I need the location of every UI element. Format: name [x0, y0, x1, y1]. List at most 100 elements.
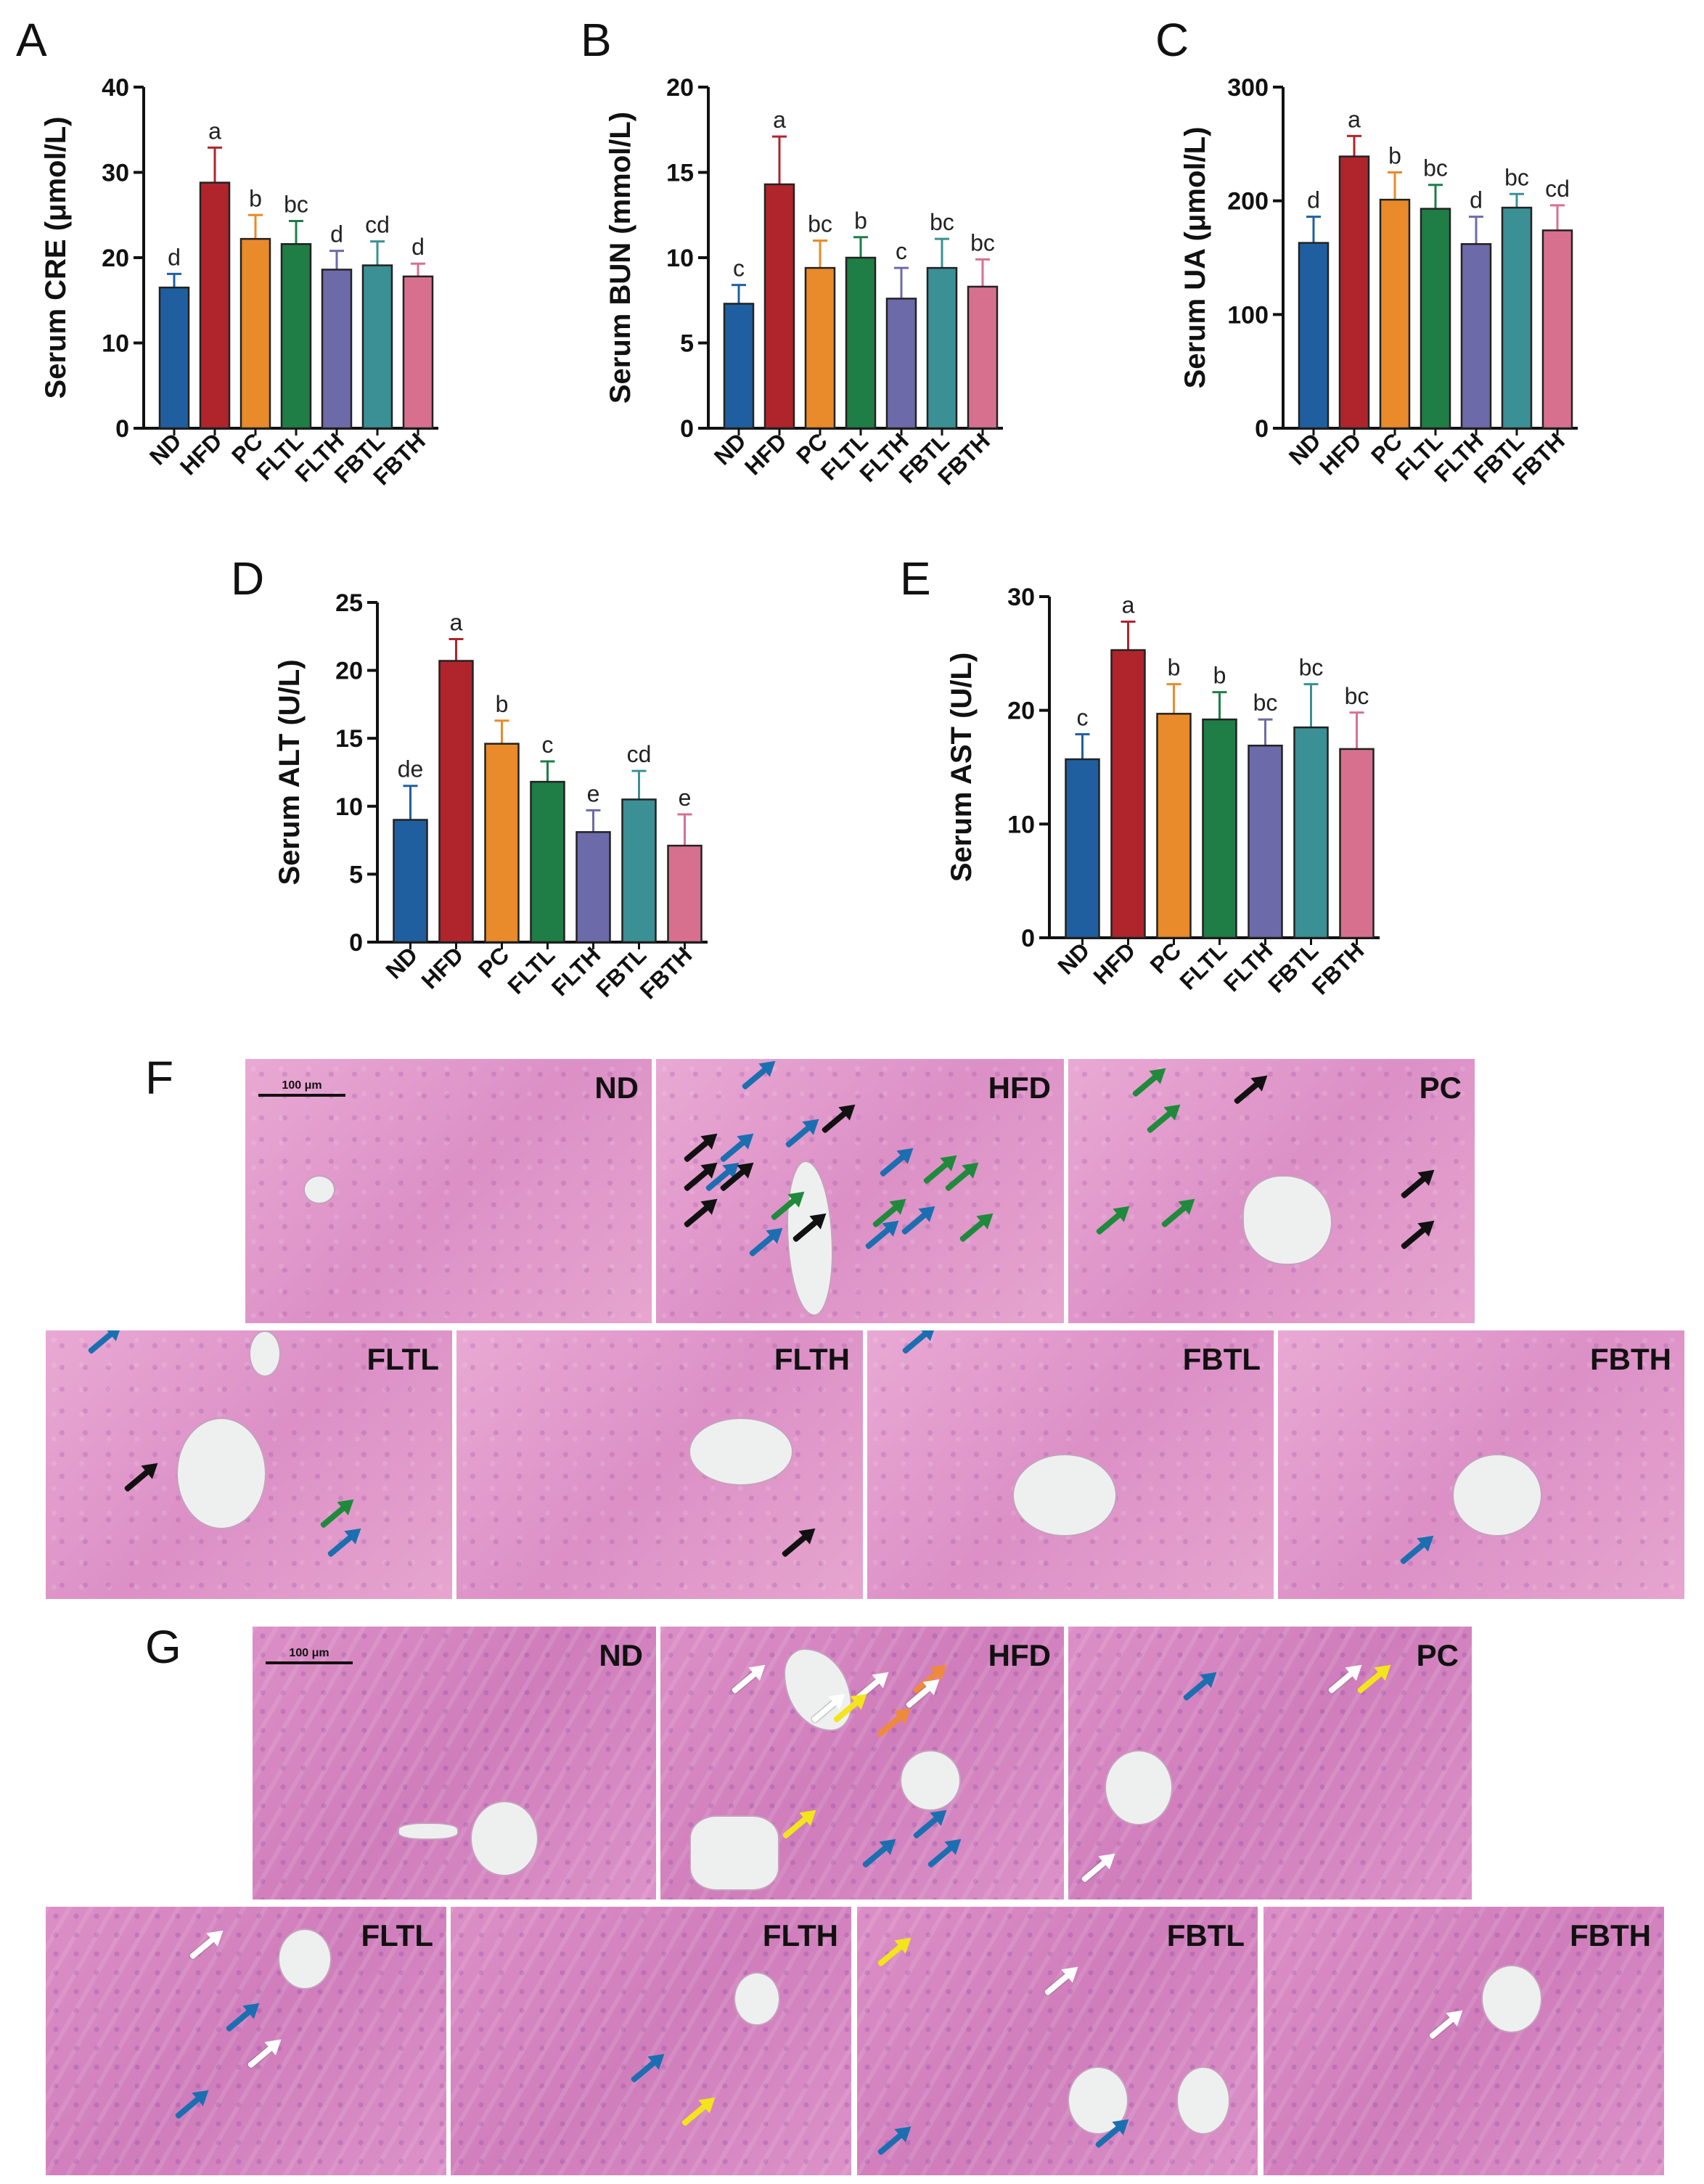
- chart-1-xtick-label-HFD: HFD: [740, 428, 792, 480]
- chart-3-bar-FLTH: [575, 831, 611, 944]
- chart-2-letter-PC: b: [1388, 143, 1401, 169]
- kidney-lumen: [398, 1823, 459, 1840]
- panel-letter-b: B: [581, 14, 612, 66]
- chart-0-ytick-label-4: 40: [102, 74, 129, 102]
- chart-2-bar-FBTL: [1501, 206, 1533, 430]
- chart-4-bar-FBTH: [1339, 748, 1375, 939]
- chart-3-letter-ND: de: [398, 756, 424, 782]
- chart-4-bar-PC: [1156, 713, 1192, 939]
- chart-0-bar-FLTH: [321, 269, 353, 430]
- chart-1-letter-FBTL: bc: [930, 209, 954, 235]
- chart-0-ylabel: Serum CRE (μmol/L): [40, 117, 72, 399]
- kidney-tile-label: FLTL: [361, 1918, 433, 1952]
- chart-3-ytick-label-4: 20: [335, 658, 363, 685]
- liver-lumen: [1012, 1454, 1117, 1537]
- chart-3-xtick-label-HFD: HFD: [416, 941, 468, 994]
- liver-tile-pc: PC: [1068, 1058, 1475, 1324]
- chart-4-letter-ND: c: [1077, 705, 1089, 731]
- chart-3-bar-PC: [484, 743, 520, 944]
- chart-0-ytick-label-1: 10: [102, 330, 129, 358]
- kidney-tile-pc: PC: [1068, 1626, 1472, 1900]
- chart-4-ytick-label-3: 30: [1007, 584, 1035, 611]
- kidney-lumen: [1176, 2066, 1230, 2135]
- kidney-tile-label: ND: [599, 1638, 643, 1672]
- panel-letter-a: A: [16, 14, 47, 66]
- chart-0-letter-HFD: a: [208, 118, 221, 144]
- chart-3-ytick-label-5: 25: [335, 589, 363, 617]
- chart-2-bar-FLTH: [1460, 242, 1492, 430]
- scale-bar-label: 100 μm: [289, 1647, 329, 1659]
- chart-3-xtick-label-FLTH: FLTH: [546, 941, 606, 1001]
- chart-4-xtick-label-FLTH: FLTH: [1218, 937, 1278, 997]
- chart-0-bar-FBTH: [402, 275, 434, 430]
- chart-4-xtick-label-FBTH: FBTH: [1307, 937, 1369, 999]
- chart-4-xtick-label-FLTL: FLTL: [1174, 937, 1232, 994]
- chart-2-letter-FLTL: bc: [1423, 155, 1448, 181]
- chart-4-letter-FBTL: bc: [1299, 655, 1324, 681]
- kidney-tile-flth: FLTH: [450, 1906, 852, 2176]
- chart-0-letter-PC: b: [249, 185, 262, 211]
- liver-tile-label: FLTH: [774, 1342, 850, 1376]
- chart-4-letter-FBTH: bc: [1345, 683, 1369, 709]
- chart-2-xtick-label-HFD: HFD: [1314, 428, 1367, 480]
- liver-lumen: [1242, 1175, 1332, 1265]
- panel-letter-c: C: [1155, 14, 1189, 66]
- chart-3-ylabel: Serum ALT (U/L): [274, 659, 306, 885]
- chart-0-letter-ND: d: [168, 244, 181, 270]
- chart-4-ylabel: Serum AST (U/L): [946, 653, 978, 882]
- liver-tile-flth: FLTH: [456, 1330, 864, 1600]
- chart-1-ytick-label-1: 5: [680, 330, 694, 358]
- chart-3-ytick-label-0: 0: [349, 929, 363, 957]
- scale-bar: 100 μm: [258, 1079, 345, 1097]
- chart-3-bar-HFD: [438, 660, 474, 944]
- kidney-tile-label: FBTL: [1166, 1918, 1245, 1952]
- kidney-lumen: [1068, 2066, 1129, 2135]
- chart-4-bar-FLTL: [1202, 718, 1237, 939]
- liver-tile-fbtl: FBTL: [867, 1330, 1274, 1600]
- panel-letter-e: E: [900, 552, 931, 605]
- chart-2-ytick-label-2: 200: [1227, 188, 1269, 216]
- chart-0-letter-FBTH: d: [411, 234, 425, 260]
- liver-tile-label: FLTL: [366, 1342, 439, 1376]
- chart-1-bar-FLTH: [885, 298, 917, 430]
- chart-1-letter-HFD: a: [773, 107, 786, 133]
- kidney-tile-fbtl: FBTL: [856, 1906, 1258, 2176]
- chart-2-bar-ND: [1298, 242, 1330, 430]
- chart-4-ytick-label-1: 10: [1007, 811, 1035, 838]
- chart-2-letter-FBTH: cd: [1545, 176, 1570, 202]
- chart-1-letter-FLTL: b: [854, 208, 867, 234]
- chart-2-letter-HFD: a: [1348, 106, 1361, 132]
- chart-1-bar-PC: [804, 266, 836, 430]
- kidney-tile-hfd: HFD: [660, 1626, 1065, 1900]
- chart-1-bar-FLTL: [845, 256, 877, 430]
- liver-lumen: [303, 1175, 335, 1204]
- chart-3-letter-FBTL: cd: [627, 741, 652, 767]
- chart-1-letter-ND: c: [733, 255, 745, 282]
- kidney-lumen: [900, 1750, 961, 1811]
- chart-4-ytick-label-2: 20: [1007, 698, 1035, 725]
- kidney-tile-label: HFD: [988, 1638, 1051, 1672]
- panel-letter-f: F: [145, 1052, 174, 1104]
- kidney-lumen: [470, 1801, 538, 1876]
- chart-2-letter-FBTL: bc: [1504, 164, 1529, 190]
- chart-0-bar-ND: [158, 286, 190, 430]
- chart-0-letter-FLTH: d: [330, 221, 343, 248]
- chart-1-ytick-label-2: 10: [666, 245, 694, 272]
- chart-1-letter-FBTH: bc: [970, 229, 995, 255]
- scale-bar-label: 100 μm: [282, 1079, 322, 1092]
- liver-tile-label: ND: [594, 1071, 639, 1105]
- liver-tile-label: FBTH: [1590, 1342, 1671, 1376]
- chart-0-ytick-label-3: 30: [102, 160, 129, 187]
- liver-lumen: [1452, 1454, 1542, 1537]
- chart-4-bar-FBTL: [1293, 726, 1329, 939]
- chart-1-ylabel: Serum BUN (mmol/L): [605, 112, 636, 404]
- chart-4-letter-HFD: a: [1122, 592, 1135, 618]
- chart-4-bar-FLTH: [1248, 744, 1283, 939]
- chart-3-letter-PC: b: [496, 691, 509, 717]
- chart-0-ytick-label-0: 0: [115, 415, 129, 443]
- panel-letter-d: D: [231, 552, 265, 605]
- chart-4-letter-PC: b: [1168, 655, 1181, 681]
- kidney-tile-fbth: FBTH: [1263, 1906, 1665, 2176]
- chart-4-bar-ND: [1065, 758, 1100, 939]
- chart-3-ytick-label-3: 15: [335, 725, 363, 753]
